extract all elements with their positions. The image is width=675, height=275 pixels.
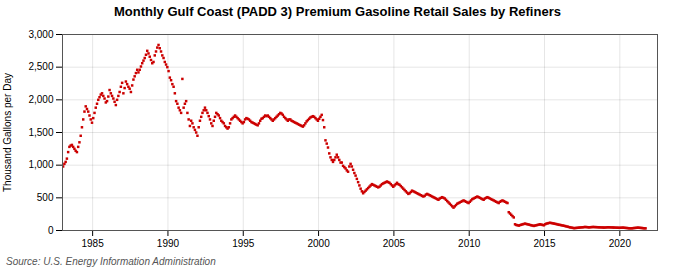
svg-text:2010: 2010 bbox=[458, 238, 481, 249]
svg-text:1,000: 1,000 bbox=[28, 159, 53, 170]
html-text:Monthly Gulf Coast (PADD 3) Pr: Monthly Gulf Coast (PADD 3) Premium Gaso… bbox=[114, 4, 561, 19]
svg-text:Thousand Gallons per Day: Thousand Gallons per Day bbox=[2, 73, 13, 192]
svg-text:2000: 2000 bbox=[307, 238, 330, 249]
svg-text:1,500: 1,500 bbox=[28, 127, 53, 138]
svg-text:500: 500 bbox=[37, 192, 54, 203]
svg-text:2015: 2015 bbox=[533, 238, 556, 249]
svg-text:3,000: 3,000 bbox=[28, 29, 53, 40]
svg-text:2020: 2020 bbox=[609, 238, 632, 249]
svg-text:1995: 1995 bbox=[232, 238, 255, 249]
svg-text:2,000: 2,000 bbox=[28, 94, 53, 105]
svg-text:1985: 1985 bbox=[82, 238, 105, 249]
svg-text:2005: 2005 bbox=[383, 238, 406, 249]
svg-text:2,500: 2,500 bbox=[28, 61, 53, 72]
svg-text:0: 0 bbox=[48, 225, 54, 236]
svg-text:1990: 1990 bbox=[157, 238, 180, 249]
html-text:Source: U.S. Energy Informatio: Source: U.S. Energy Information Administ… bbox=[6, 256, 216, 267]
